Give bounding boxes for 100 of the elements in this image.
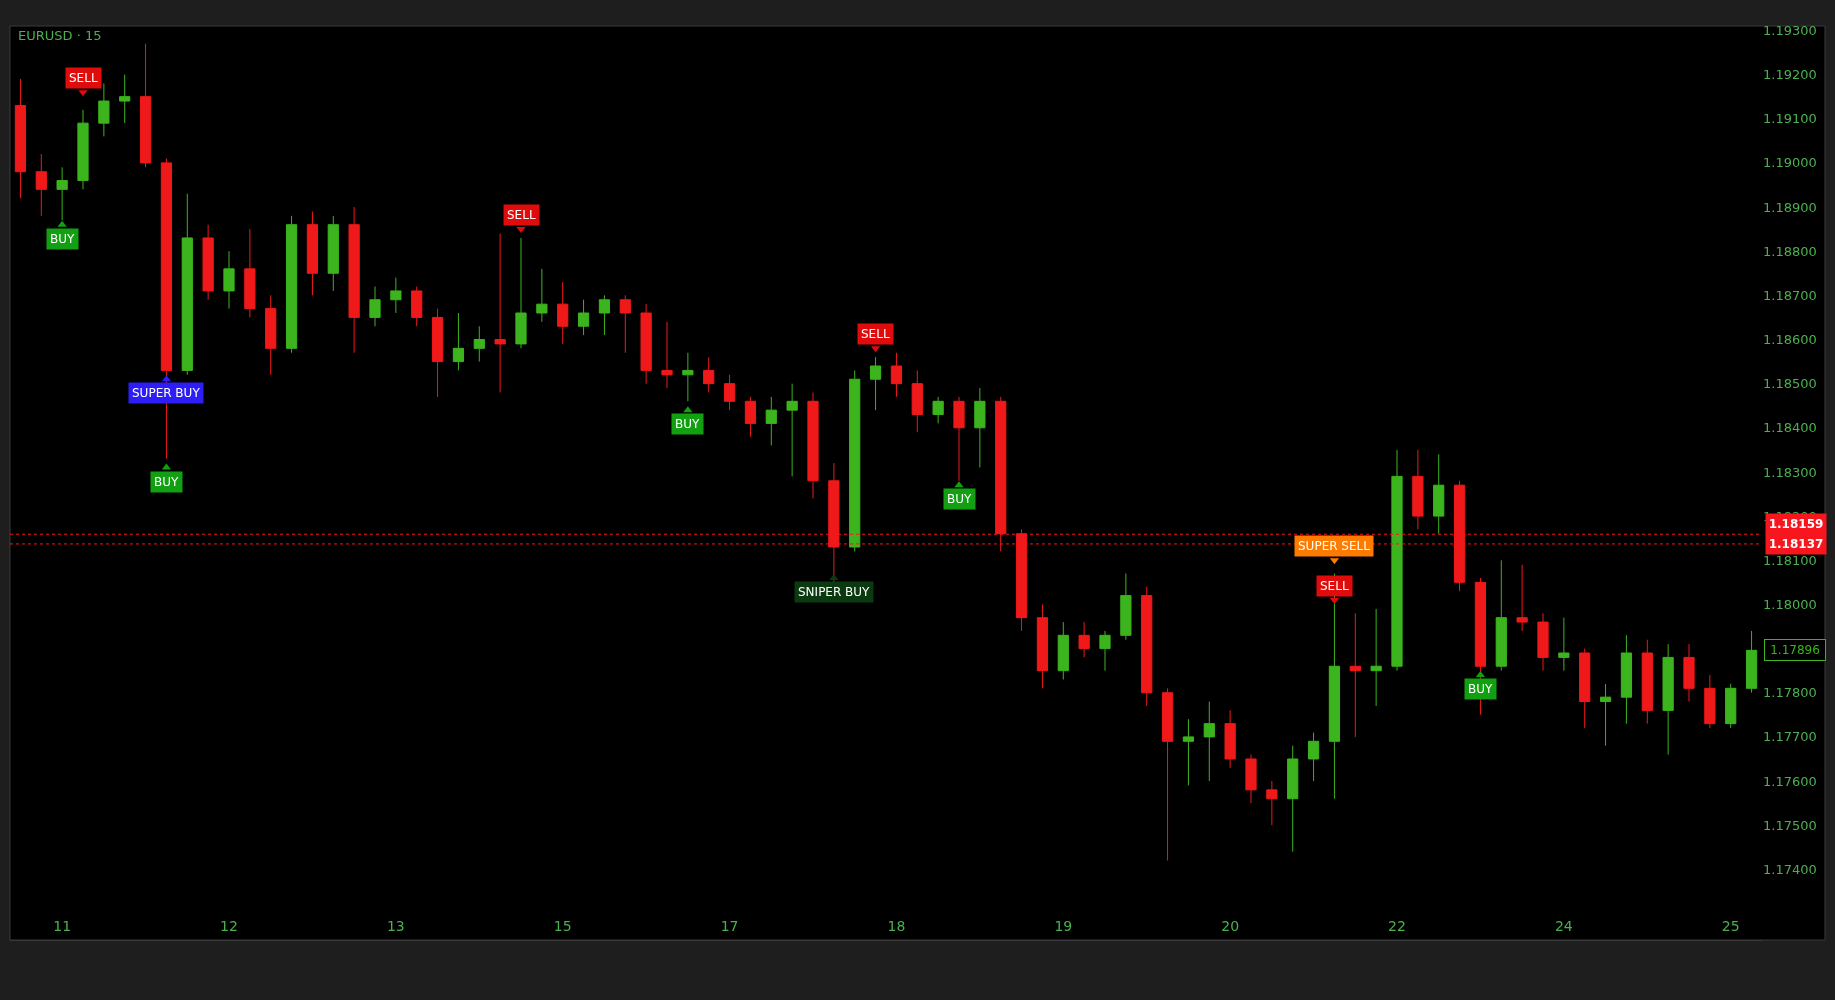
ref-line-label: 1.18137 — [1768, 537, 1824, 551]
candlestick — [35, 153, 47, 217]
y-tick-label: 1.17600 — [1763, 773, 1817, 789]
candlestick — [431, 308, 444, 398]
candlestick — [1182, 718, 1195, 786]
candlestick — [1120, 573, 1132, 641]
candlestick — [953, 396, 965, 482]
y-tick-label: 1.18100 — [1763, 552, 1817, 568]
candlestick — [77, 109, 89, 190]
candlestick — [661, 321, 673, 389]
text: SELL — [861, 327, 890, 341]
y-tick-label: 1.18300 — [1763, 464, 1817, 480]
point — [954, 481, 964, 488]
candlestick — [181, 193, 193, 376]
candlestick — [1620, 634, 1633, 725]
candlestick — [1725, 683, 1737, 729]
candlestick — [306, 210, 319, 296]
candlestick — [744, 396, 757, 438]
x-tick-label: 20 — [1221, 918, 1240, 934]
candlestick — [869, 356, 882, 411]
candlestick — [1287, 745, 1299, 853]
candlestick — [411, 286, 423, 327]
series-label: SUPER BUY — [132, 386, 201, 400]
x-tick-label: 25 — [1721, 918, 1740, 934]
y-tick-label: 1.18600 — [1763, 332, 1817, 348]
candlestick — [723, 374, 736, 411]
candlestick — [974, 387, 986, 469]
candlestick — [1141, 586, 1153, 707]
candlestick — [1078, 621, 1090, 658]
candlestick — [1057, 621, 1069, 680]
x-tick-label: 19 — [1054, 918, 1073, 934]
candlestick — [1370, 608, 1382, 707]
candlestick — [98, 82, 110, 137]
text: BUY — [50, 232, 75, 246]
y-tick-label: 1.17400 — [1763, 861, 1817, 877]
text: BUY — [947, 492, 972, 506]
candlestick — [1558, 617, 1570, 672]
candlestick — [703, 356, 715, 393]
candlestick — [1266, 780, 1278, 826]
text: BUY — [1468, 682, 1493, 696]
candlestick — [1161, 687, 1174, 862]
x-tick-label: 24 — [1554, 918, 1573, 934]
candlestick — [577, 299, 590, 336]
point — [78, 90, 88, 97]
series-label: SELL — [507, 208, 536, 222]
x-tick-label: 17 — [720, 918, 739, 934]
candlestick — [452, 312, 465, 371]
chart-title: EURUSD · 15 — [18, 28, 102, 44]
candlestick — [849, 369, 861, 552]
candlestick — [515, 237, 527, 349]
point — [829, 573, 839, 580]
candlestick — [1412, 449, 1424, 530]
candlestick — [1391, 449, 1403, 672]
candlestick — [14, 78, 27, 199]
candlestick — [1704, 674, 1716, 729]
candlestick — [327, 215, 339, 292]
candlestick — [1433, 453, 1445, 535]
candlestick — [139, 43, 152, 168]
x-tick-label: 18 — [887, 918, 906, 934]
candlestick — [1036, 603, 1049, 689]
candlestick — [807, 391, 819, 499]
candlestick — [1245, 754, 1257, 804]
candlestick — [1349, 612, 1361, 738]
candlestick — [536, 268, 548, 323]
x-tick-label: 15 — [553, 918, 572, 934]
y-tick-label: 1.18900 — [1763, 199, 1817, 215]
candlestick — [1745, 630, 1758, 694]
candlestick — [56, 166, 68, 221]
y-tick-label: 1.18000 — [1763, 596, 1817, 612]
candlestick — [265, 294, 277, 376]
candlestick — [557, 281, 569, 345]
text: SELL — [1320, 579, 1349, 593]
point — [516, 227, 526, 234]
y-tick-label: 1.19200 — [1763, 67, 1817, 83]
candlestick — [119, 74, 131, 124]
text: BUY — [154, 475, 179, 489]
candlestick — [285, 215, 298, 354]
candlestick — [1307, 731, 1320, 782]
candlestick — [1641, 639, 1653, 725]
y-tick-label: 1.18800 — [1763, 243, 1817, 259]
text: 1.17896 — [1770, 643, 1820, 657]
y-tick-label: 1.17500 — [1763, 817, 1817, 833]
x-tick-label: 11 — [53, 918, 72, 934]
candlestick — [619, 294, 631, 354]
candlestick — [911, 369, 923, 433]
y-tick-label: 1.18500 — [1763, 376, 1817, 392]
candlestick — [223, 250, 235, 310]
candlestick — [473, 325, 485, 363]
candlestick — [1224, 709, 1236, 769]
candlestick — [682, 352, 694, 402]
ref-line-label: 1.18159 — [1768, 517, 1824, 531]
candlestick — [1599, 683, 1612, 747]
candlestick — [890, 352, 903, 398]
point — [57, 220, 67, 227]
candlestick — [369, 286, 381, 327]
y-tick-label: 1.18700 — [1763, 287, 1817, 303]
y-tick-label: 1.17700 — [1763, 729, 1817, 745]
y-tick-label: 1.18400 — [1763, 420, 1817, 436]
candlestick — [932, 396, 944, 424]
candlestick — [1099, 630, 1111, 672]
